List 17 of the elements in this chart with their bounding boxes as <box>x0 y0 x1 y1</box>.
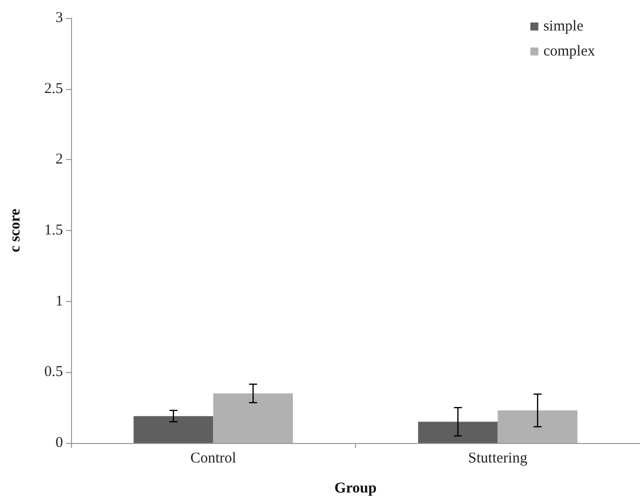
legend-label: complex <box>543 44 596 60</box>
bar <box>418 422 498 443</box>
bar <box>498 410 578 443</box>
legend-label: simple <box>543 18 584 34</box>
y-tick-label: 1 <box>56 293 63 310</box>
y-axis-title: c score <box>8 208 24 252</box>
x-tick-label: Stuttering <box>468 450 528 466</box>
bar <box>134 416 214 443</box>
y-tick-label: 2 <box>56 152 63 168</box>
bar <box>213 393 293 443</box>
y-tick-label: 3 <box>56 10 63 26</box>
x-tick-label: Control <box>190 450 236 466</box>
x-axis-title: Group <box>334 480 377 496</box>
y-tick-label: 0 <box>56 435 63 451</box>
y-tick-label: 0.5 <box>44 364 63 380</box>
y-tick-label: 1.5 <box>44 222 63 238</box>
y-tick-label: 2.5 <box>44 80 63 97</box>
